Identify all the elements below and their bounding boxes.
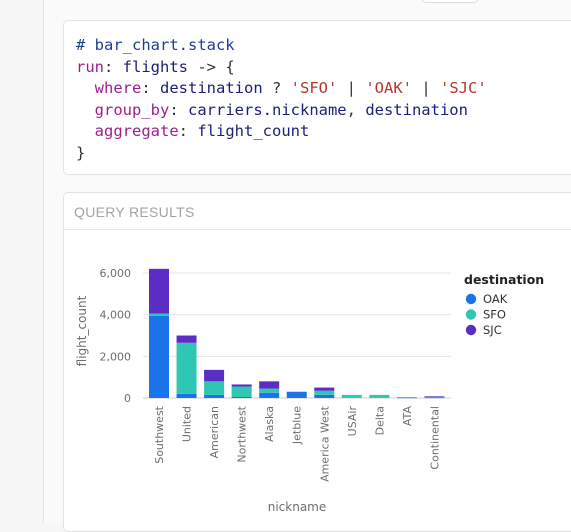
query-results-card: QUERY RESULTS [63,192,571,532]
code-token: group_by [94,100,170,119]
bar-sjc [314,387,335,391]
legend-swatch [465,309,477,320]
code-token: : [141,79,161,97]
bar-oak [259,392,280,398]
bar-sjc [424,396,445,398]
code-token: run [76,57,104,76]
y-tick-label: 2,000 [100,350,132,363]
code-token: flights [122,57,188,76]
code-line: # bar_chart.stack [76,35,487,57]
legend-title: destination [464,272,544,287]
code-line: } [76,143,487,165]
code-token: aggregate [94,122,179,140]
code-token: } [76,143,86,162]
bar-oak [149,315,169,398]
legend-swatch [465,324,477,336]
x-axis-title: nickname [268,500,327,514]
bar-oak [286,391,307,398]
bar-sfo [341,394,362,398]
code-line: aggregate: flight_count [76,121,487,143]
y-tick-label: 0 [124,392,131,405]
code-token: 'SFO' [290,79,338,97]
bar-sfo [176,342,197,394]
y-tick-label: 4,000 [100,309,132,322]
code-line: where: destination ? 'SFO' | 'OAK' | 'SJ… [76,78,487,100]
bar-sfo [314,390,335,395]
bar-oak [396,397,417,399]
x-tick-label: USAir [346,406,359,437]
x-tick-label: Northwest [236,405,249,462]
code-editor-card[interactable]: # bar_chart.stack run: flights -> { where… [63,20,571,175]
results-title: QUERY RESULTS [74,204,195,220]
code-token: destination [160,79,263,97]
code-token: where [94,79,142,97]
code-token: ? [262,79,291,97]
bar-sfo [369,394,390,398]
code-token: | [337,79,366,97]
bar-sfo [204,381,225,395]
code-token: 'OAK' [365,79,413,97]
legend-label: SJC [483,323,502,337]
bar-sjc [204,369,225,382]
x-tick-label: United [181,406,194,442]
code-token: , [346,100,366,119]
x-tick-label: Delta [373,406,386,435]
left-gutter [0,0,44,523]
code-token: : [104,57,123,76]
x-tick-label: Southwest [153,405,166,463]
code-token: flight_count [197,122,310,140]
bar-oak [314,394,335,398]
x-tick-label: ATA [401,406,414,427]
bar-oak [176,393,197,398]
bar-sfo [231,386,252,397]
bar-sjc [231,384,252,387]
code-token: | [412,79,441,97]
bar-oak [231,396,252,398]
code-line: run: flights -> { [76,57,487,79]
code-token: # bar_chart.stack [76,36,235,54]
bar-sfo [149,313,169,316]
bar-oak [204,394,225,398]
legend-label: OAK [483,292,508,306]
legend-label: SFO [483,308,506,322]
bar-sfo [424,397,445,399]
x-tick-label: Continental [428,406,441,470]
x-tick-label: Alaska [263,406,276,442]
results-header: QUERY RESULTS [64,193,571,230]
y-axis-title: flight_count [75,295,89,366]
code-token: 'SJC' [440,79,487,97]
x-tick-label: America West [318,405,331,482]
bar-sjc [259,381,280,389]
code-token: carriers.nickname [188,100,347,119]
code-block[interactable]: # bar_chart.stack run: flights -> { where… [76,35,487,164]
x-tick-label: American [208,406,221,458]
bar-sfo [259,388,280,393]
bar-sjc [176,335,197,343]
x-tick-label: Jetblue [291,406,304,445]
code-token: : [169,100,188,119]
code-line: group_by: carriers.nickname, destination [76,100,487,122]
legend-swatch [465,293,477,305]
bar-sjc [149,268,169,314]
y-tick-label: 6,000 [100,267,132,280]
code-token: destination [365,100,468,119]
code-token: : [178,122,198,140]
code-token: -> { [188,57,235,76]
